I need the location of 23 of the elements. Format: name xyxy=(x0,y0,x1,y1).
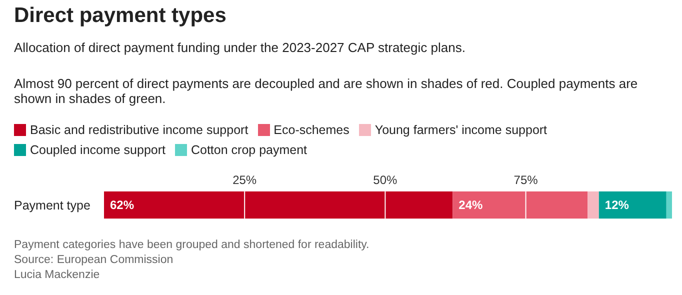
x-tick-label: 75% xyxy=(514,173,538,187)
data-label: 12% xyxy=(604,198,630,212)
legend-label: Coupled income support xyxy=(30,143,166,157)
text: Almost 90 percent of direct payments are decoupled and are shown in shades of red. Coupled payments are shown in shades of green. xyxy=(14,76,639,106)
data-label: 24% xyxy=(458,198,484,212)
x-tick-label: 25% xyxy=(232,173,257,187)
legend-label: Cotton crop payment xyxy=(190,143,308,157)
bar xyxy=(588,191,599,219)
chart-subtitle: Allocation of direct payment funding under the 2023-2027 CAP strategic plans. xyxy=(14,40,466,55)
text: Lucia Mackenzie xyxy=(14,268,101,283)
bar xyxy=(104,191,453,219)
bar xyxy=(598,191,666,219)
y-tick-label: Payment type xyxy=(14,198,90,212)
bar xyxy=(452,191,588,219)
legend-label: Young farmers' income support xyxy=(374,123,548,137)
data-label: 62% xyxy=(110,198,134,212)
bar xyxy=(666,191,672,219)
legend-label: Basic and redistributive income support xyxy=(30,123,248,137)
chart-title: Direct payment types xyxy=(14,4,226,28)
source-note: Source: European Commission xyxy=(14,253,174,268)
legend-label: Eco-schemes xyxy=(274,123,350,137)
x-tick-label: 50% xyxy=(373,173,398,187)
annotation: Payment categories have been grouped and shortened for readability. xyxy=(14,238,370,253)
